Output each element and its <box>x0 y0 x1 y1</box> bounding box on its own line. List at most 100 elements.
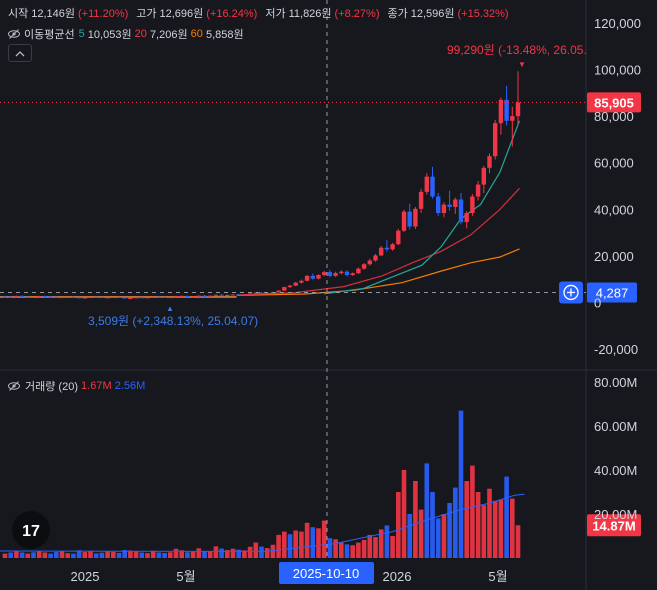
candle-body <box>19 295 25 297</box>
volume-bar <box>276 534 281 558</box>
candle-body <box>76 297 82 299</box>
volume-bar <box>242 550 247 558</box>
volume-bar <box>447 503 452 558</box>
candle-body <box>173 296 179 298</box>
volume-bar <box>424 463 430 558</box>
plus-circle-icon[interactable] <box>559 281 583 304</box>
volume-bar <box>264 548 270 558</box>
tradingview-logo: 17 <box>12 511 50 549</box>
candle-body <box>356 268 361 274</box>
volume-bar <box>213 546 219 558</box>
volume-bar <box>396 492 401 558</box>
candle-body <box>299 280 304 283</box>
price-tick-label: 40,000 <box>594 202 634 217</box>
open-pct: (+11.20%) <box>78 8 129 20</box>
crosshair-date-badge <box>279 562 374 584</box>
candle-body <box>418 191 424 209</box>
ohlc-legend: 시작 12,146원 (+11.20%) 고가 12,696원 (+16.24%) 저가 11… <box>8 5 517 21</box>
volume-bar <box>190 551 196 558</box>
volume-bar <box>418 509 424 558</box>
volume-bar <box>8 552 13 558</box>
candle-body <box>373 255 378 261</box>
ma60-period: 60 <box>190 28 203 40</box>
candle-body <box>447 204 452 207</box>
open-label: 시작 <box>8 8 29 20</box>
candle-body <box>265 293 270 295</box>
volume-tick-label: 20.00M <box>594 507 637 522</box>
volume-bar <box>99 552 105 558</box>
candle-body <box>276 290 281 293</box>
volume-bar <box>487 488 492 558</box>
ma60-line <box>236 248 520 296</box>
candle-body <box>361 264 367 269</box>
candle-body <box>282 287 287 291</box>
volume-bar <box>179 550 184 558</box>
volume-bar <box>282 531 287 558</box>
volume-bar <box>441 514 447 558</box>
candle-body <box>327 272 333 276</box>
eye-icon[interactable] <box>8 380 20 392</box>
last-volume-label: 14.87M <box>592 518 635 533</box>
candle-body <box>202 295 207 297</box>
low-value: 11,826원 <box>288 8 332 20</box>
low-pct: (+8.27%) <box>334 8 380 20</box>
candle-body <box>65 296 70 298</box>
x-tick-label: 2025 <box>71 569 100 584</box>
candle-body <box>37 296 42 298</box>
candle-body <box>504 99 509 121</box>
volume-bar <box>82 552 88 558</box>
ma60-value: 5,858원 <box>205 29 244 41</box>
last-price-badge <box>587 92 641 113</box>
volume-bar <box>247 546 253 558</box>
candle-body <box>105 297 110 299</box>
volume-bar <box>470 465 475 558</box>
moving-average-lines <box>0 120 525 552</box>
candle-body <box>259 292 264 294</box>
volume-bar <box>498 499 504 558</box>
candle-body <box>196 295 201 297</box>
high-pct: (+16.24%) <box>206 8 258 20</box>
volume-bar <box>407 514 412 558</box>
x-tick-label: 5월 <box>176 569 195 584</box>
candle-body <box>54 297 59 299</box>
high-marker: ▼ <box>518 60 526 69</box>
high-label: 고가 <box>136 8 157 20</box>
volume-bar <box>321 520 327 558</box>
annotations: 85,905 4,287 2025-10-10 14.87M 99,290원 (-13.… <box>0 0 641 584</box>
ma5-value: 10,053원 <box>87 29 132 41</box>
volume-bar <box>316 528 321 558</box>
last-price-label: 85,905 <box>594 95 634 110</box>
candle-body <box>111 296 116 298</box>
candle-body <box>88 296 93 298</box>
volume-tick-label: 60.00M <box>594 419 637 434</box>
ma20-line <box>236 187 520 296</box>
volume-bar <box>42 552 48 558</box>
volume-bar <box>304 522 310 558</box>
candle-body <box>498 99 504 124</box>
candle-body <box>379 247 384 256</box>
volume-bar <box>105 551 110 558</box>
candle-body <box>430 176 435 197</box>
volume-bar <box>139 552 145 558</box>
volume-bar <box>430 492 435 558</box>
volume-bar <box>299 531 304 558</box>
candle-body <box>122 297 127 299</box>
candlesticks <box>2 71 521 300</box>
candle-body <box>71 296 76 298</box>
ma-legend: 이동평균선 5 10,053원 20 7,206원 60 5,858원 <box>8 26 244 42</box>
volume-bar <box>458 410 464 558</box>
candle-body <box>510 116 515 121</box>
logo-glyph: 17 <box>22 523 40 540</box>
volume-bar <box>293 530 298 558</box>
volume-bar <box>76 550 82 558</box>
eye-icon[interactable] <box>8 28 20 40</box>
candle-body <box>441 204 447 214</box>
volume-bar <box>48 553 53 558</box>
volume-bar <box>310 527 316 558</box>
collapse-legend-button[interactable] <box>8 44 32 62</box>
candle-body <box>424 176 429 192</box>
low-label: 저가 <box>265 8 286 20</box>
volume-bar <box>356 542 361 558</box>
